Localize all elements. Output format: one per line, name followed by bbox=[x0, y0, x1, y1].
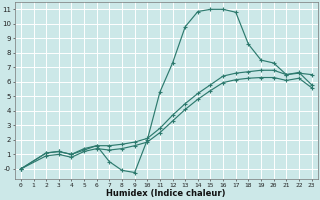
X-axis label: Humidex (Indice chaleur): Humidex (Indice chaleur) bbox=[107, 189, 226, 198]
